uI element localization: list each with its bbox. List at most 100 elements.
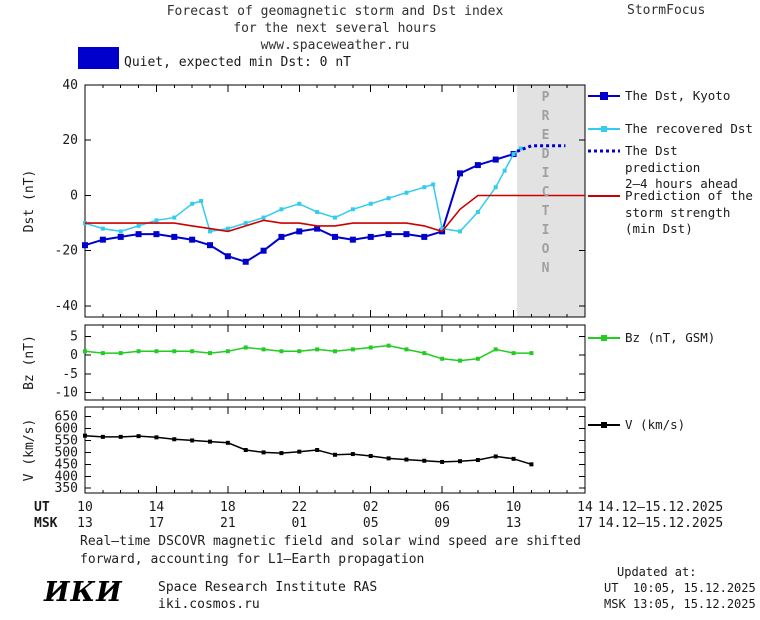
v-km-s-marker (386, 456, 391, 461)
v-km-s-marker (136, 434, 141, 439)
the-dst-prediction-2-4-hours-ahead-line (516, 144, 566, 153)
v-km-s-marker (154, 435, 159, 440)
the-recovered-dst-marker (502, 168, 507, 173)
the-recovered-dst-marker (493, 185, 498, 190)
ut-tick-label: 14 (577, 500, 593, 515)
prediction-of-the-storm-strength-min-dst-line (85, 194, 585, 233)
iki-logo: ИКИ (44, 577, 123, 608)
legend-dst-prediction-line1: The Dst prediction (625, 143, 701, 175)
bz-nt-gsm-marker (529, 351, 534, 356)
bz-nt-gsm-marker (279, 349, 284, 354)
the-recovered-dst-marker (279, 207, 284, 212)
the-recovered-dst-marker (315, 210, 320, 215)
ut-tick-label: 10 (506, 500, 522, 515)
v-km-s-marker (404, 457, 409, 462)
the-dst-kyoto-marker (189, 236, 196, 243)
the-dst-kyoto-marker (224, 253, 231, 260)
v-km-s-marker (333, 452, 337, 457)
the-dst-kyoto-marker (117, 233, 124, 240)
v-km-s-marker (350, 452, 355, 457)
bz-nt-gsm-marker (136, 349, 141, 354)
bz-ytick-label: -5 (62, 367, 78, 382)
ut-tick-label: 18 (220, 500, 236, 515)
the-dst-kyoto-marker (367, 233, 374, 240)
bz-nt-gsm-marker (493, 347, 498, 352)
dst-prediction-legend-icon (588, 149, 620, 153)
propagation-note-line1: Real–time DSCOVR magnetic field and sola… (80, 534, 581, 549)
recovered-dst-legend-icon (588, 126, 620, 132)
the-dst-kyoto-marker (492, 156, 499, 163)
bz-frame (84, 324, 586, 401)
the-dst-kyoto-marker (260, 247, 267, 254)
v-km-s-marker (315, 448, 320, 452)
updated-msk-value: MSK 13:05, 15.12.2025 (604, 597, 756, 611)
legend-storm-strength-line1: Prediction of the (625, 188, 753, 203)
dst-ytick-label: -40 (55, 299, 78, 314)
the-recovered-dst-marker (190, 201, 195, 206)
v-ytick-label: 650 (55, 410, 78, 425)
the-recovered-dst-marker (350, 207, 355, 212)
msk-tick-label: 17 (149, 516, 165, 531)
updated-at-label: Updated at: (617, 565, 697, 579)
updated-ut-value: UT 10:05, 15.12.2025 (604, 581, 756, 595)
quiet-status-label: Quiet, expected min Dst: 0 nT (124, 55, 351, 70)
bz-nt-gsm-marker (315, 347, 320, 352)
storm-strength-legend-icon (588, 195, 620, 197)
msk-row-label: MSK (34, 516, 58, 531)
the-recovered-dst-marker (172, 215, 177, 220)
the-dst-kyoto-marker (135, 231, 142, 238)
the-recovered-dst-marker (100, 226, 105, 231)
legend-dst-kyoto-label: The Dst, Kyoto (625, 88, 731, 103)
the-dst-kyoto-marker (171, 233, 178, 240)
page-title: Forecast of geomagnetic storm and Dst in… (85, 3, 585, 54)
v-km-s-marker (172, 437, 177, 442)
bz-nt-gsm-marker (475, 356, 480, 361)
dst-ytick-label: -20 (55, 244, 78, 259)
the-recovered-dst-marker (154, 218, 159, 223)
the-dst-kyoto-marker (474, 162, 481, 169)
the-recovered-dst-marker (333, 215, 337, 220)
msk-tick-label: 21 (220, 516, 236, 531)
v-km-s-marker (297, 449, 302, 454)
bz-axis-title: Bz (nT) (22, 335, 37, 390)
bz-nt-gsm-marker (172, 349, 177, 354)
the-dst-kyoto-marker (99, 236, 106, 243)
v-km-s-marker (422, 458, 427, 463)
legend-dst-prediction-label: The Dst prediction 2–4 hours ahead (625, 143, 760, 193)
the-recovered-dst-marker (199, 199, 204, 203)
institute-site-link[interactable]: iki.cosmos.ru (158, 597, 260, 612)
the-recovered-dst-marker (261, 215, 266, 220)
the-dst-kyoto-marker (421, 233, 428, 240)
legend-v-label: V (km/s) (625, 417, 686, 432)
bz-nt-gsm-marker (333, 349, 337, 354)
dst-ytick-label: 20 (62, 133, 78, 148)
the-recovered-dst-marker (243, 221, 248, 226)
dst-axis-title: Dst (nT) (22, 170, 37, 233)
legend-recovered-dst: The recovered Dst (588, 121, 753, 138)
legend-dst-kyoto: The Dst, Kyoto (588, 88, 730, 105)
quiet-status-swatch (78, 47, 119, 69)
dst-ytick-label: 0 (70, 188, 78, 203)
bz-nt-gsm-marker (297, 349, 302, 354)
ut-tick-label: 14 (149, 500, 165, 515)
legend-storm-strength: Prediction of the storm strength (min Ds… (588, 188, 753, 238)
v-frame (84, 406, 586, 494)
bz-nt-gsm-marker (100, 351, 105, 356)
the-dst-kyoto-marker (385, 231, 392, 238)
v-legend-icon (588, 422, 620, 428)
v-km-s-marker (475, 458, 480, 463)
v-km-s-marker (118, 434, 123, 439)
msk-tick-label: 17 (577, 516, 593, 531)
institute-name: Space Research Institute RAS (158, 580, 378, 595)
title-line-1: Forecast of geomagnetic storm and Dst in… (166, 4, 504, 19)
ut-tick-label: 02 (363, 500, 379, 515)
msk-tick-label: 01 (291, 516, 307, 531)
propagation-note: Real–time DSCOVR magnetic field and sola… (80, 533, 581, 569)
msk-date-range: 14.12–15.12.2025 (598, 516, 723, 531)
v-km-s-marker (208, 439, 212, 444)
bz-nt-gsm-marker (511, 351, 516, 356)
ut-tick-label: 10 (77, 500, 93, 515)
bz-nt-gsm-marker (118, 351, 123, 356)
v-km-s-marker (458, 459, 462, 464)
